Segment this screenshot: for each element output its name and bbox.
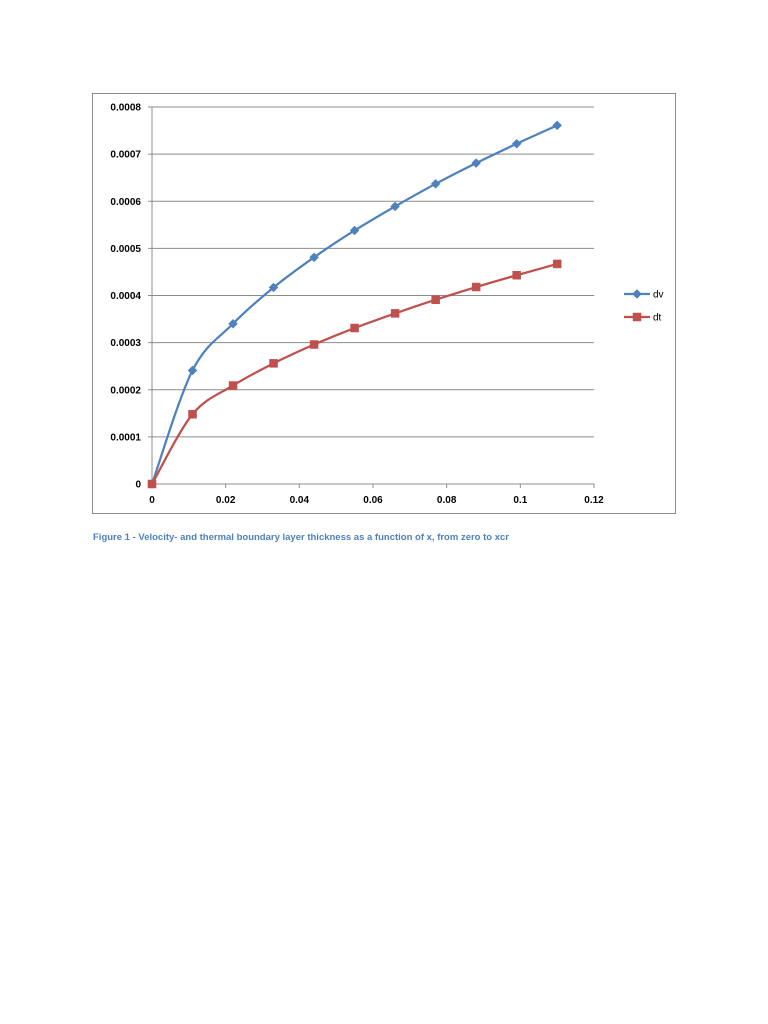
x-tick-label: 0.1: [513, 495, 527, 506]
legend-label-dt: dt: [653, 313, 662, 324]
x-tick-label: 0.08: [437, 495, 457, 506]
legend: dv dt: [624, 289, 664, 324]
series-line-dv: [150, 124, 559, 486]
y-tick-label: 0.0004: [110, 291, 141, 302]
series-line-dt: [150, 262, 559, 486]
y-tick-label: 0.0005: [110, 244, 141, 255]
legend-marker-dv: [632, 289, 642, 299]
chart-area: 0 0.0001 0.0002 0.0003 0.0004 0.0005 0.0006 0.0…: [92, 93, 676, 514]
legend-marker-dt: [632, 312, 642, 322]
y-tick-label: 0.0006: [110, 197, 141, 208]
x-tick-label: 0.04: [290, 495, 310, 506]
data-point-dv: [511, 138, 522, 149]
x-tick-label: 0.06: [363, 495, 383, 506]
line-chart: 0 0.0001 0.0002 0.0003 0.0004 0.0005 0.0006 0.0…: [110, 103, 664, 507]
data-point-dt: [309, 340, 319, 349]
data-point-dt: [269, 359, 278, 368]
y-tick-label: 0.0001: [110, 432, 141, 443]
y-tick-label: 0.0003: [110, 338, 141, 349]
series-markers: [147, 120, 563, 489]
data-point-dv: [309, 252, 319, 263]
data-point-dt: [471, 282, 481, 292]
y-tick-label: 0.0008: [110, 103, 141, 114]
data-point-dv: [471, 158, 481, 168]
data-point-dt: [188, 410, 197, 419]
data-point-dt: [431, 295, 440, 304]
data-point-dv: [268, 282, 279, 293]
data-point-dt: [228, 381, 238, 390]
data-point-dv: [228, 318, 238, 329]
x-tick-label: 0: [149, 495, 155, 506]
figure-caption: Figure 1 - Velocity- and thermal boundar…: [93, 532, 509, 543]
x-tick-label: 0.12: [584, 495, 604, 506]
data-point-dv: [187, 365, 198, 376]
y-tick-label: 0.0007: [110, 150, 141, 161]
series-lines: [150, 124, 559, 486]
data-point-dt: [350, 323, 359, 333]
data-point-dt: [147, 479, 157, 489]
data-point-dv: [390, 201, 400, 212]
data-point-dt: [552, 259, 562, 269]
x-tick-label: 0.02: [216, 495, 236, 506]
axes: 0 0.0001 0.0002 0.0003 0.0004 0.0005 0.0006 0.0…: [110, 103, 604, 507]
y-tick-label: 0: [135, 480, 141, 491]
y-tick-label: 0.0002: [110, 385, 141, 396]
data-point-dt: [512, 270, 521, 280]
legend-label-dv: dv: [653, 290, 664, 301]
data-point-dv: [430, 178, 441, 189]
data-point-dv: [552, 120, 563, 131]
data-point-dt: [390, 309, 400, 318]
data-point-dv: [349, 225, 360, 236]
